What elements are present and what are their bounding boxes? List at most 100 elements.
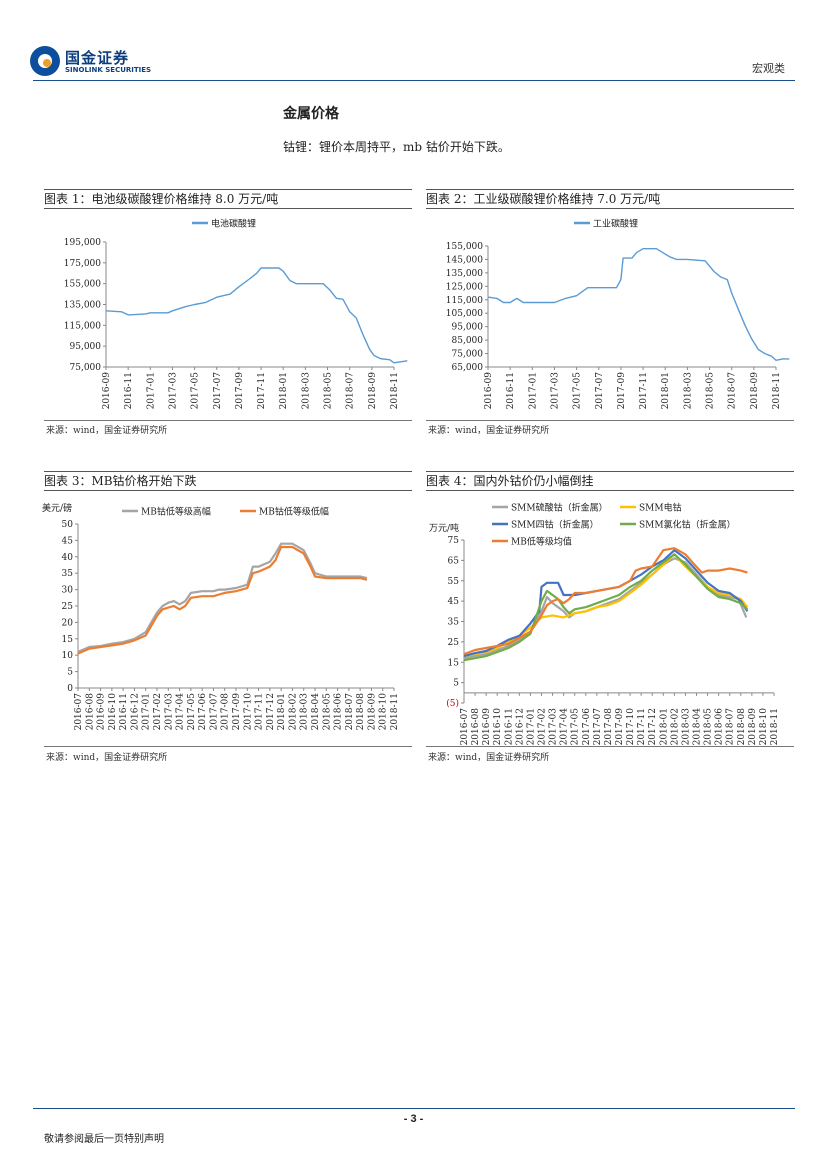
x-tick-label: 2018-10 [759, 708, 769, 746]
x-tick-label: 2017-06 [198, 693, 208, 731]
legend-label: 工业碳酸锂 [593, 218, 638, 230]
x-tick-label: 2018-05 [324, 372, 334, 410]
x-tick-label: 2017-01 [142, 693, 152, 730]
figure-3-chart: 0 5 10 15 20 25 30 35 40 45 50 2016-07 2016-08 2016-0… [42, 502, 400, 731]
y-tick-label: 45 [448, 597, 460, 607]
y-tick-label: 15 [62, 635, 74, 645]
figure-1-title: 图表 1：电池级碳酸锂价格维持 8.0 万元/吨 [44, 189, 412, 209]
y-tick-label: 65,000 [452, 363, 484, 373]
x-tick-label: 2018-06 [334, 693, 344, 731]
x-tick-label: 2018-09 [748, 708, 758, 746]
figure-1-bottom-rule [44, 420, 412, 421]
x-tick-label: 2016-09 [484, 372, 494, 410]
section-title: 金属价格 [283, 106, 339, 122]
y-tick-label: 135,000 [64, 301, 101, 311]
figure-2-chart: 65,000 75,000 85,000 95,000 105,000 115,000 12… [446, 218, 790, 410]
logo-en-text: SINOLINK SECURITIES [65, 66, 152, 74]
y-tick-label: 35 [62, 569, 74, 579]
x-tick-label: 2017-02 [153, 693, 163, 730]
footer-divider [33, 1108, 795, 1109]
y-tick-label: 45 [62, 536, 74, 546]
x-tick-label: 2017-07 [595, 372, 605, 410]
x-tick-label: 2016-11 [119, 693, 129, 730]
legend-label: SMM氯化钴（折金属） [639, 519, 736, 531]
figure-3-title: 图表 3：MB钴价格开始下跌 [44, 471, 412, 491]
x-tick-label: 2017-09 [617, 372, 627, 410]
x-tick-label: 2018-09 [368, 372, 378, 410]
y-tick-label: 115,000 [64, 321, 101, 331]
x-tick-label: 2017-10 [243, 693, 253, 731]
x-tick-label: 2017-01 [528, 372, 538, 409]
x-tick-label: 2018-02 [670, 708, 680, 745]
x-tick-label: 2018-07 [726, 708, 736, 746]
company-logo: 国金证券 SINOLINK SECURITIES [30, 46, 160, 80]
y-tick-label: 115,000 [446, 296, 483, 306]
x-tick-label: 2017-03 [164, 693, 174, 731]
legend-label: 电池碳酸锂 [211, 218, 256, 230]
x-tick-label: 2018-03 [301, 372, 311, 410]
x-tick-label: 2016-12 [130, 693, 140, 730]
figure-2-source: 来源：wind，国金证券研究所 [428, 426, 550, 436]
x-tick-label: 2017-03 [550, 372, 560, 410]
x-tick-label: 2016-11 [124, 372, 134, 409]
x-tick-label: 2017-04 [560, 708, 570, 746]
x-tick-label: 2017-07 [593, 708, 603, 746]
y-tick-label: 85,000 [452, 336, 484, 346]
x-tick-label: 2016-08 [85, 693, 95, 731]
y-tick-label: 15 [448, 658, 460, 668]
x-tick-label: 2018-01 [659, 708, 669, 745]
y-tick-label: 155,000 [446, 242, 483, 252]
series-line-0 [487, 248, 790, 361]
y-axis-unit-label: 美元/磅 [42, 502, 72, 514]
x-tick-label: 2016-07 [460, 708, 470, 746]
figure-1-chart: 75,000 95,000 115,000 135,000 155,000 175,000… [64, 218, 408, 410]
x-tick-label: 2018-06 [715, 708, 725, 746]
y-tick-label: 50 [62, 520, 74, 530]
y-tick-label: 20 [62, 618, 74, 628]
x-tick-label: 2018-05 [706, 372, 716, 410]
x-tick-label: 2017-04 [176, 693, 186, 731]
x-tick-label: 2018-09 [367, 693, 377, 731]
figure-3-title-text: 图表 3：MB钴价格开始下跌 [44, 474, 197, 488]
x-tick-label: 2018-08 [737, 708, 747, 746]
x-tick-label: 2017-09 [615, 708, 625, 746]
series-line-4 [463, 547, 748, 656]
x-tick-label: 2016-09 [97, 693, 107, 731]
footer-note: 敬请参阅最后一页特别声明 [44, 1134, 164, 1145]
x-tick-label: 2018-09 [750, 372, 760, 410]
intro-text: 钴锂：锂价本周持平，mb 钴价开始下跌。 [283, 140, 510, 154]
y-tick-label: 195,000 [64, 238, 101, 248]
x-tick-label: 2018-05 [704, 708, 714, 746]
x-tick-label: 2018-03 [683, 372, 693, 410]
x-tick-label: 2016-09 [482, 708, 492, 746]
figure-3-source: 来源：wind，国金证券研究所 [46, 753, 168, 763]
y-tick-label: 75 [448, 536, 460, 546]
x-tick-label: 2018-10 [379, 693, 389, 731]
x-tick-label: 2018-04 [693, 708, 703, 746]
figure-2-title-text: 图表 2：工业级碳酸锂价格维持 7.0 万元/吨 [426, 192, 661, 206]
y-tick-label: 135,000 [446, 269, 483, 279]
y-tick-label: 5 [453, 679, 459, 689]
y-tick-label: 145,000 [446, 255, 483, 265]
y-tick-label: 25 [448, 638, 460, 648]
x-tick-label: 2018-07 [345, 693, 355, 731]
x-tick-label: 2017-11 [255, 693, 265, 730]
y-tick-label: 155,000 [64, 280, 101, 290]
x-tick-label: 2017-01 [146, 372, 156, 409]
x-tick-label: 2018-01 [661, 372, 671, 409]
x-tick-label: 2018-08 [356, 693, 366, 731]
x-tick-label: 2017-01 [526, 708, 536, 745]
legend-label: SMM硫酸钴（折金属） [511, 502, 608, 514]
y-tick-label: 0 [67, 684, 73, 694]
header-divider [33, 80, 795, 81]
figure-4-bottom-rule [426, 746, 794, 747]
y-tick-label: 30 [62, 586, 74, 596]
legend-label: MB低等级均值 [511, 536, 572, 548]
legend-label: MB钴低等级高幅 [141, 506, 211, 518]
y-tick-label: 35 [448, 618, 460, 628]
x-tick-label: 2018-01 [277, 693, 287, 730]
x-tick-label: 2016-12 [515, 708, 525, 745]
figure-2-bottom-rule [426, 420, 794, 421]
x-tick-label: 2016-10 [493, 708, 503, 746]
